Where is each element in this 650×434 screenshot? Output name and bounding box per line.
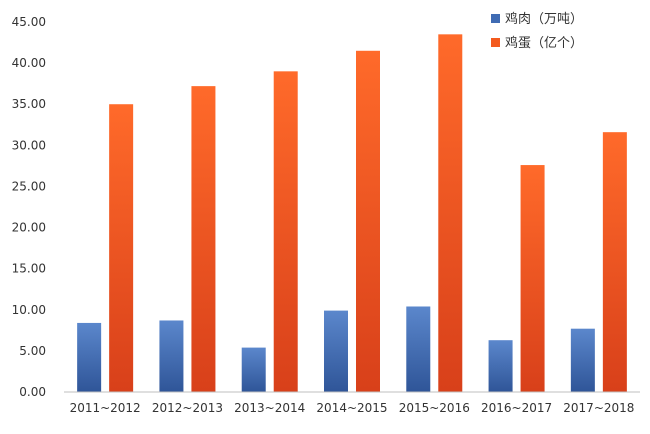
y-tick-label: 40.00 [12,56,46,70]
y-axis: 0.00 5.00 10.00 15.00 20.00 25.00 30.00 35.00 40… [12,15,46,399]
y-tick-label: 0.00 [19,385,46,399]
bar-eggs-2012~2013 [191,86,216,392]
bar-eggs-2014~2015 [356,50,380,393]
bar-eggs-2011~2012 [109,104,134,392]
y-tick-label: 10.00 [12,303,46,317]
legend-swatch-chicken [491,14,500,23]
legend-label-chicken: 鸡肉（万吨） [505,11,583,27]
x-tick-label: 2014~2015 [316,401,387,415]
bar-chicken-2015~2016 [406,306,431,392]
y-tick-label: 20.00 [12,221,46,235]
bar-eggs-2016~2017 [520,165,545,392]
bar-chicken-2017~2018 [570,328,595,392]
bar-chicken-2012~2013 [159,320,184,392]
bar-chicken-2013~2014 [241,347,266,392]
legend-swatch-eggs [491,38,500,47]
y-tick-label: 35.00 [12,97,46,111]
legend: 鸡肉（万吨） 鸡蛋（亿个） [491,11,583,51]
bar-eggs-2013~2014 [273,71,298,392]
bar-chicken-2016~2017 [488,340,513,392]
y-tick-label: 15.00 [12,262,46,276]
bars [77,34,627,393]
bar-eggs-2015~2016 [438,34,463,392]
x-tick-label: 2015~2016 [399,401,470,415]
y-tick-label: 25.00 [12,179,46,193]
x-tick-label: 2013~2014 [234,401,305,415]
x-tick-label: 2012~2013 [152,401,223,415]
x-tick-label: 2017~2018 [563,401,634,415]
y-tick-label: 45.00 [12,15,46,29]
bar-chicken-2011~2012 [77,322,102,392]
bar-chicken-2014~2015 [324,310,348,392]
bar-eggs-2017~2018 [602,132,627,392]
legend-label-eggs: 鸡蛋（亿个） [505,35,583,51]
x-axis: 2011~2012 2012~2013 2013~2014 2014~2015 2015… [70,401,635,415]
y-tick-label: 5.00 [19,344,46,358]
x-tick-label: 2016~2017 [481,401,552,415]
y-tick-label: 30.00 [12,138,46,152]
x-tick-label: 2011~2012 [70,401,141,415]
